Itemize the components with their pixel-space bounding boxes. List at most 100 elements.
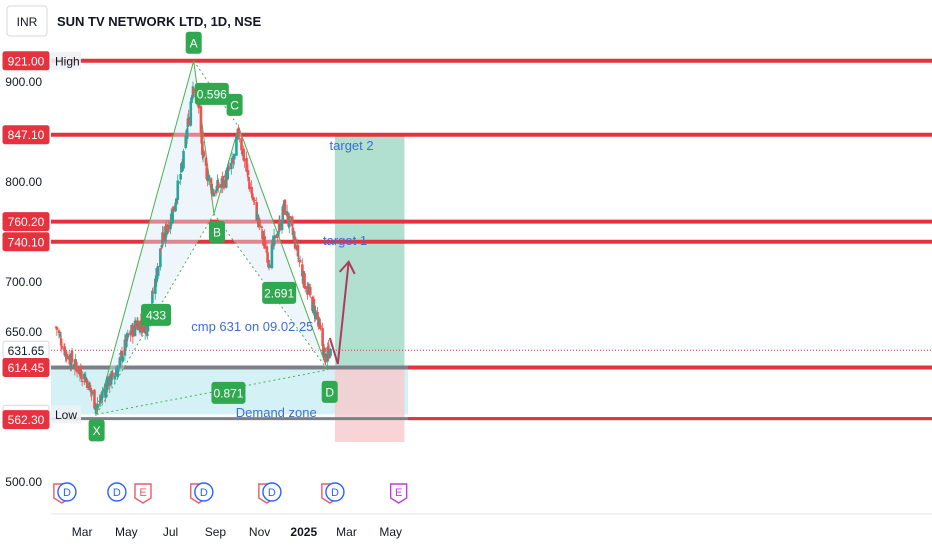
- x-tick-label: Nov: [249, 525, 270, 539]
- level-tag-bg: [51, 51, 81, 70]
- candle-body: [109, 373, 113, 385]
- candle-body: [240, 138, 243, 151]
- pattern-label-bg: [185, 31, 202, 54]
- candle-body: [237, 128, 240, 136]
- candle-body: [118, 357, 122, 368]
- candle-body: [238, 137, 241, 139]
- dividend-marker[interactable]: [194, 482, 214, 502]
- candle-body: [63, 346, 67, 356]
- pattern-label-bg: [194, 82, 229, 105]
- candle-body: [219, 183, 223, 188]
- earnings-marker[interactable]: [389, 483, 408, 504]
- candle-body: [151, 292, 155, 294]
- dividend-marker[interactable]: [325, 482, 345, 502]
- candle-body: [136, 320, 140, 331]
- candle-body: [247, 177, 251, 182]
- candle-body: [172, 206, 175, 212]
- candle-body: [174, 202, 177, 212]
- earnings-marker-letter: E: [395, 487, 402, 499]
- candle-body: [179, 174, 182, 180]
- candle-body: [276, 236, 280, 238]
- candle-body: [159, 248, 163, 250]
- candle-body: [161, 233, 165, 242]
- candle-body: [222, 179, 226, 189]
- candle-body: [260, 226, 264, 229]
- pattern-label-bg: [226, 93, 243, 116]
- candle-body: [89, 387, 93, 392]
- candle-body: [282, 209, 285, 212]
- candle-body: [258, 219, 261, 228]
- candle-body: [324, 353, 327, 363]
- candle-body: [232, 161, 235, 163]
- candle-body: [301, 264, 304, 277]
- candle-body: [139, 320, 143, 325]
- dividend-marker[interactable]: [107, 482, 127, 502]
- candle-body: [192, 88, 195, 94]
- candle-body: [141, 319, 145, 333]
- candle-body: [278, 220, 282, 231]
- pattern-label-text: 433: [146, 308, 166, 322]
- dividend-marker[interactable]: [57, 482, 77, 502]
- currency-button[interactable]: [6, 5, 48, 37]
- candle-body: [169, 222, 172, 230]
- candle-body: [189, 101, 193, 126]
- pattern-leg-xa: [96, 60, 195, 415]
- level-tag-bg: [51, 405, 81, 424]
- candle-body: [59, 335, 62, 337]
- pattern-label-bg: [88, 419, 105, 442]
- candle-body: [159, 248, 162, 268]
- candle-body: [83, 373, 86, 380]
- candle-body: [60, 345, 64, 349]
- candle-body: [214, 190, 218, 194]
- candle-body: [171, 209, 174, 223]
- candle-body: [280, 221, 284, 231]
- candle-body: [59, 338, 63, 346]
- candle-body: [204, 157, 208, 166]
- candle-body: [212, 192, 216, 197]
- candle-body: [266, 252, 269, 263]
- price-level-tag: [2, 212, 50, 232]
- price-level-tag: [2, 232, 50, 252]
- candle-body: [314, 310, 317, 319]
- candle-body: [232, 153, 236, 160]
- candle-body: [291, 227, 295, 235]
- candle-body: [104, 384, 108, 398]
- candle-body: [140, 327, 143, 330]
- candle-body: [255, 202, 259, 221]
- dividend-marker-letter: D: [113, 487, 121, 499]
- candle-body: [96, 403, 99, 408]
- candle-body: [143, 323, 147, 334]
- candle-body: [327, 348, 331, 353]
- candle-body: [133, 320, 137, 337]
- dividend-marker[interactable]: [262, 482, 282, 502]
- candle-body: [187, 116, 190, 126]
- candle-body: [120, 350, 124, 361]
- candle-body: [73, 366, 77, 369]
- candle-body: [184, 135, 188, 149]
- candle-body: [217, 182, 220, 189]
- candle-body: [210, 183, 214, 194]
- earnings-marker-letter: E: [139, 487, 146, 499]
- price-level-label: 760.20: [8, 215, 45, 229]
- candle-body: [146, 322, 150, 332]
- ratio-label: 0.871: [211, 381, 246, 404]
- projection-arrowhead: [338, 260, 356, 275]
- candle-body: [134, 322, 138, 326]
- pattern-triangle-xab: [96, 60, 214, 415]
- candle-body: [80, 371, 83, 379]
- candle-body: [146, 334, 149, 336]
- y-tick-label: 900.00: [5, 75, 42, 89]
- candle-body: [110, 371, 114, 373]
- x-tick-label: Mar: [72, 525, 93, 539]
- candle-body: [230, 162, 233, 170]
- pattern-leg-cd: [238, 126, 329, 371]
- x-tick-label: May: [379, 525, 402, 539]
- candle-body: [119, 353, 122, 355]
- candle-body: [268, 265, 272, 268]
- candle-body: [201, 141, 204, 155]
- candle-body: [145, 326, 148, 335]
- earnings-marker[interactable]: [134, 483, 152, 504]
- candle-body: [231, 159, 235, 162]
- currency-button-label: INR: [17, 15, 38, 29]
